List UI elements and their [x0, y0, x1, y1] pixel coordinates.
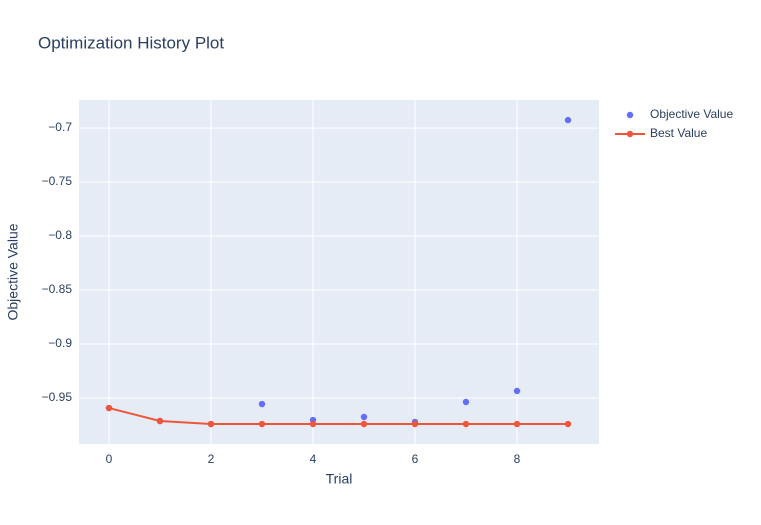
legend-label: Best Value: [650, 126, 707, 140]
x-tick-label: 8: [514, 452, 521, 466]
point: [564, 420, 572, 428]
plot-area: [79, 100, 599, 444]
x-tick-label: 6: [412, 452, 419, 466]
y-tick-label: −0.75: [42, 174, 73, 188]
point: [564, 116, 572, 124]
line: [108, 407, 568, 426]
point: [105, 404, 113, 412]
point: [513, 420, 521, 428]
point: [462, 398, 470, 406]
y-tick-label: −0.95: [42, 390, 73, 404]
point: [513, 387, 521, 395]
point: [258, 400, 266, 408]
y-tick-label: −0.85: [42, 282, 73, 296]
x-tick-label: 4: [310, 452, 317, 466]
point: [360, 420, 368, 428]
chart-title: Optimization History Plot: [38, 33, 224, 52]
point: [258, 420, 266, 428]
y-tick-label: −0.8: [48, 228, 72, 242]
legend-label: Objective Value: [650, 107, 733, 121]
legend-marker: [626, 111, 634, 119]
x-axis-title: Trial: [326, 471, 353, 487]
x-tick-label: 0: [106, 452, 113, 466]
point: [360, 413, 368, 421]
x-tick-label: 2: [208, 452, 215, 466]
point: [156, 417, 164, 425]
legend-marker: [626, 130, 634, 138]
point: [411, 420, 419, 428]
point: [207, 420, 215, 428]
y-axis-title: Objective Value: [5, 223, 21, 320]
y-tick-label: −0.7: [48, 120, 72, 134]
point: [309, 420, 317, 428]
point: [462, 420, 470, 428]
y-tick-label: −0.9: [48, 336, 72, 350]
